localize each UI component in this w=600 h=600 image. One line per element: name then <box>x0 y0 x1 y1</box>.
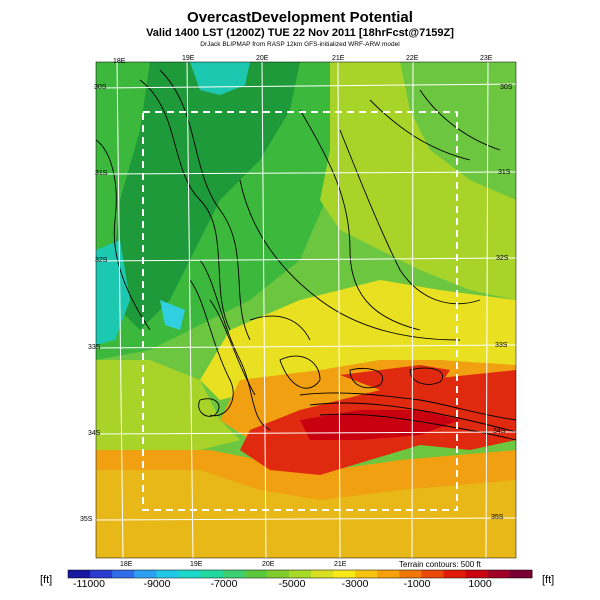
lat-label-left: 33S <box>88 344 101 351</box>
colorbar-tick-label: -3000 <box>341 578 369 590</box>
lat-label-right: 33S <box>495 342 508 349</box>
colorbar-swatch <box>443 570 467 578</box>
colorbar-swatch <box>68 570 91 578</box>
colorbar-tick-label: -11000 <box>73 578 105 590</box>
lon-label-bottom: 18E <box>120 561 133 568</box>
colorbar-swatch <box>487 570 511 578</box>
lon-label-top: 22E <box>406 55 419 62</box>
lon-label-top: 18E <box>113 58 126 65</box>
lat-label-left: 35S <box>80 516 93 523</box>
model-credit: DrJack BLIPMAP from RASP 12km GFS-initia… <box>200 41 400 48</box>
colorbar-swatch <box>222 570 246 578</box>
lat-lon-grid <box>96 62 516 558</box>
lon-label-top: 21E <box>332 55 345 62</box>
lon-label-bottom: 20E <box>262 561 275 568</box>
lon-label-bottom: 19E <box>190 561 203 568</box>
lat-label-left: 31S <box>95 170 108 177</box>
colorbar-frame <box>67 569 533 579</box>
lat-label-left: 34S <box>88 430 101 437</box>
colorbar-swatch <box>244 570 268 578</box>
lon-label-top: 23E <box>480 55 493 62</box>
lat-label-left: 30S <box>94 84 107 91</box>
colorbar-tick-label: -1000 <box>403 578 431 590</box>
colorbar-swatch <box>311 570 334 578</box>
colorbar <box>67 569 533 579</box>
colorbar-swatch <box>377 570 400 578</box>
lon-label-bottom: 21E <box>334 561 347 568</box>
colorbar-swatch <box>399 570 422 578</box>
colorbar-unit-right: [ft] <box>542 574 555 586</box>
colorbar-swatch <box>200 570 224 578</box>
colorbar-unit-left: [ft] <box>40 574 53 586</box>
lon-label-top: 20E <box>256 55 269 62</box>
valid-time-subtitle: Valid 1400 LST (1200Z) TUE 22 Nov 2011 [… <box>146 27 454 39</box>
colorbar-swatch <box>509 570 533 578</box>
map-field <box>96 62 516 558</box>
terrain-contours-note: Terrain contours: 500 ft <box>399 560 481 569</box>
lat-label-right: 34S <box>493 428 506 435</box>
colorbar-swatch <box>112 570 135 578</box>
lat-label-right: 32S <box>496 255 509 262</box>
colorbar-swatch <box>465 570 489 578</box>
colorbar-tick-label: -7000 <box>210 578 238 590</box>
colorbar-tick-label: -9000 <box>143 578 171 590</box>
colorbar-tick-label: -5000 <box>278 578 306 590</box>
colorbar-swatch <box>156 570 179 578</box>
colorbar-swatch <box>355 570 378 578</box>
colorbar-swatch <box>421 570 445 578</box>
chart-title: OvercastDevelopment Potential <box>187 9 413 26</box>
colorbar-tick-label: 1000 <box>468 578 492 590</box>
colorbar-swatch <box>178 570 201 578</box>
colorbar-swatch <box>134 570 157 578</box>
colorbar-swatch <box>266 570 290 578</box>
colorbar-swatch <box>90 570 113 578</box>
inner-domain-box <box>142 111 458 511</box>
lat-label-right: 30S <box>500 84 513 91</box>
lat-label-right: 35S <box>491 514 504 521</box>
colorbar-swatch <box>288 570 312 578</box>
lat-label-right: 31S <box>498 169 511 176</box>
lat-label-left: 32S <box>95 257 108 264</box>
lon-label-top: 19E <box>182 55 195 62</box>
colorbar-swatch <box>333 570 356 578</box>
